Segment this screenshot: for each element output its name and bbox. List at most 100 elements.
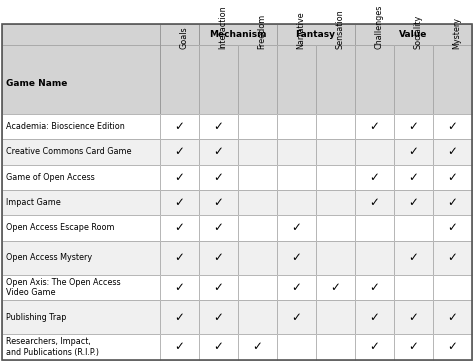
Bar	[2, 241, 160, 275]
Bar	[160, 334, 199, 360]
Text: ✓: ✓	[252, 340, 262, 354]
Bar	[393, 114, 433, 139]
Bar	[433, 300, 472, 334]
Bar	[393, 215, 433, 241]
Bar	[316, 215, 355, 241]
Text: Narrative: Narrative	[296, 12, 305, 49]
Text: ✓: ✓	[174, 196, 184, 209]
Bar	[433, 139, 472, 165]
Bar	[277, 45, 316, 114]
Text: ✓: ✓	[408, 251, 418, 264]
Text: Sociality: Sociality	[413, 15, 422, 49]
Text: ✓: ✓	[369, 171, 379, 184]
Bar	[2, 24, 199, 45]
Bar	[237, 190, 277, 215]
Bar	[433, 215, 472, 241]
Bar	[237, 165, 277, 190]
Bar	[433, 190, 472, 215]
Text: Impact Game: Impact Game	[6, 198, 61, 207]
Bar	[277, 300, 316, 334]
Bar	[355, 215, 393, 241]
Bar	[277, 114, 316, 139]
Bar	[316, 139, 355, 165]
Bar	[277, 114, 316, 139]
Bar	[199, 24, 277, 45]
Text: ✓: ✓	[447, 146, 457, 159]
Bar	[316, 190, 355, 215]
Text: Game of Open Access: Game of Open Access	[6, 173, 94, 182]
Bar	[393, 334, 433, 360]
Bar	[393, 300, 433, 334]
Bar	[199, 300, 237, 334]
Bar	[355, 275, 393, 300]
Text: ✓: ✓	[174, 146, 184, 159]
Text: ✓: ✓	[447, 171, 457, 184]
Text: ✓: ✓	[447, 311, 457, 324]
Bar	[355, 45, 393, 114]
Bar	[2, 190, 160, 215]
Text: Mechanism: Mechanism	[209, 30, 266, 39]
Bar	[160, 300, 199, 334]
Bar	[237, 241, 277, 275]
Bar	[277, 24, 355, 45]
Bar	[237, 275, 277, 300]
Bar	[433, 114, 472, 139]
Text: ✓: ✓	[291, 251, 301, 264]
Text: Challenges: Challenges	[374, 5, 383, 49]
Bar	[316, 215, 355, 241]
Bar	[199, 334, 237, 360]
Bar	[237, 215, 277, 241]
Bar	[199, 139, 237, 165]
Bar	[237, 300, 277, 334]
Bar	[2, 165, 160, 190]
Bar	[393, 45, 433, 114]
Bar	[160, 275, 199, 300]
Bar	[433, 241, 472, 275]
Text: ✓: ✓	[330, 281, 340, 294]
Bar	[237, 45, 277, 114]
Bar	[2, 114, 160, 139]
Bar	[433, 45, 472, 114]
Bar	[277, 190, 316, 215]
Text: Interaction: Interaction	[218, 6, 227, 49]
Text: ✓: ✓	[174, 340, 184, 354]
Bar	[160, 24, 199, 114]
Text: ✓: ✓	[174, 311, 184, 324]
Bar	[160, 275, 199, 300]
Bar	[355, 165, 393, 190]
Text: ✓: ✓	[291, 311, 301, 324]
Bar	[355, 24, 472, 45]
Bar	[2, 334, 160, 360]
Bar	[355, 114, 393, 139]
Bar	[277, 334, 316, 360]
Bar	[393, 275, 433, 300]
Bar	[355, 45, 393, 114]
Text: ✓: ✓	[369, 311, 379, 324]
Bar	[160, 139, 199, 165]
Text: ✓: ✓	[408, 311, 418, 324]
Bar	[316, 300, 355, 334]
Bar	[237, 334, 277, 360]
Bar	[2, 215, 160, 241]
Bar	[355, 24, 472, 45]
Bar	[199, 190, 237, 215]
Bar	[277, 165, 316, 190]
Bar	[355, 165, 393, 190]
Bar	[2, 300, 160, 334]
Bar	[277, 275, 316, 300]
Bar	[433, 215, 472, 241]
Bar	[237, 45, 277, 114]
Text: ✓: ✓	[369, 120, 379, 133]
Bar	[2, 275, 160, 300]
Text: Goals: Goals	[179, 27, 188, 49]
Text: ✓: ✓	[213, 281, 223, 294]
Bar	[355, 139, 393, 165]
Bar	[199, 275, 237, 300]
Text: Fantasy: Fantasy	[296, 30, 336, 39]
Bar	[160, 241, 199, 275]
Bar	[160, 190, 199, 215]
Bar	[433, 275, 472, 300]
Text: ✓: ✓	[408, 171, 418, 184]
Text: ✓: ✓	[174, 251, 184, 264]
Bar	[355, 300, 393, 334]
